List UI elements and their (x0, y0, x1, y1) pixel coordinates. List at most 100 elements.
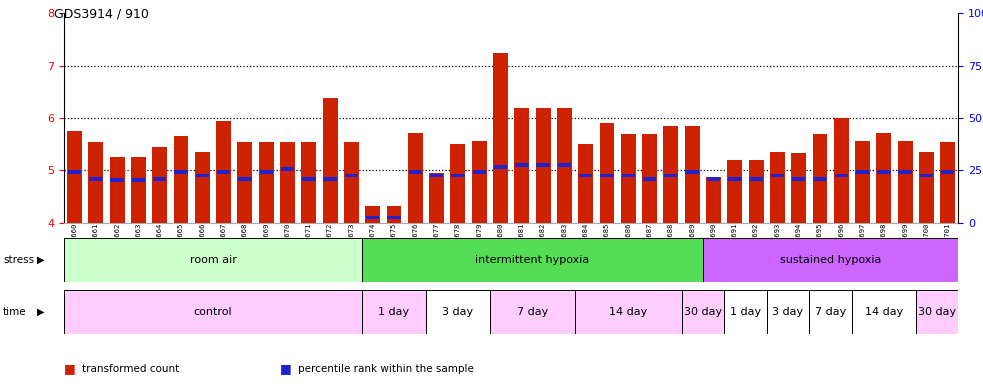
Bar (302, 177, 316, 181)
Bar (916, 290, 958, 334)
Bar (557, 163, 571, 167)
Bar (472, 141, 487, 223)
Bar (707, 177, 721, 181)
Bar (195, 152, 209, 223)
Bar (855, 141, 870, 223)
Text: 1 day: 1 day (378, 307, 410, 317)
Bar (664, 126, 678, 223)
Bar (152, 147, 167, 223)
Bar (941, 170, 954, 174)
Bar (174, 136, 189, 223)
Text: 30 day: 30 day (684, 307, 722, 317)
Bar (834, 118, 848, 223)
Bar (681, 290, 724, 334)
Bar (281, 167, 294, 170)
Bar (578, 144, 593, 223)
Bar (450, 144, 465, 223)
Bar (621, 134, 636, 223)
Text: stress: stress (3, 255, 34, 265)
Bar (537, 163, 549, 167)
Text: ■: ■ (64, 362, 76, 375)
Text: time: time (3, 307, 27, 317)
Bar (852, 290, 916, 334)
Bar (132, 178, 145, 182)
Bar (835, 174, 848, 177)
Text: 3 day: 3 day (442, 307, 474, 317)
Text: intermittent hypoxia: intermittent hypoxia (476, 255, 590, 265)
Bar (621, 174, 635, 177)
Bar (362, 290, 426, 334)
Bar (575, 290, 681, 334)
Bar (344, 142, 359, 223)
Bar (767, 290, 809, 334)
Bar (64, 238, 362, 282)
Bar (919, 152, 934, 223)
Bar (685, 170, 699, 174)
Bar (749, 160, 764, 223)
Bar (216, 121, 231, 223)
Text: 14 day: 14 day (865, 307, 903, 317)
Bar (68, 170, 82, 174)
Bar (770, 152, 784, 223)
Text: GDS3914 / 910: GDS3914 / 910 (54, 8, 149, 21)
Bar (302, 142, 317, 223)
Bar (941, 142, 955, 223)
Bar (280, 142, 295, 223)
Bar (600, 123, 614, 223)
Bar (493, 165, 507, 169)
Text: 3 day: 3 day (773, 307, 803, 317)
Bar (579, 174, 593, 177)
Bar (728, 177, 741, 181)
Bar (67, 131, 82, 223)
Bar (430, 174, 443, 177)
Bar (877, 170, 891, 174)
Text: ■: ■ (280, 362, 292, 375)
Bar (724, 290, 767, 334)
Bar (322, 98, 337, 223)
Bar (493, 53, 508, 223)
Bar (259, 142, 273, 223)
Bar (791, 153, 806, 223)
Bar (897, 141, 912, 223)
Bar (386, 206, 401, 223)
Bar (451, 174, 465, 177)
Text: room air: room air (190, 255, 237, 265)
Bar (792, 177, 805, 181)
Bar (920, 174, 933, 177)
Bar (323, 177, 337, 181)
Bar (685, 126, 700, 223)
Bar (88, 142, 103, 223)
Bar (196, 174, 209, 177)
Bar (898, 170, 912, 174)
Bar (238, 177, 252, 181)
Bar (366, 216, 379, 219)
Text: ▶: ▶ (37, 255, 45, 265)
Text: 1 day: 1 day (730, 307, 761, 317)
Bar (813, 177, 827, 181)
Text: 30 day: 30 day (918, 307, 956, 317)
Bar (877, 133, 892, 223)
Text: 14 day: 14 day (609, 307, 648, 317)
Bar (408, 133, 423, 223)
Text: transformed count: transformed count (82, 364, 179, 374)
Bar (473, 170, 486, 174)
Text: 7 day: 7 day (815, 307, 846, 317)
Bar (153, 177, 166, 181)
Bar (727, 160, 742, 223)
Bar (642, 134, 657, 223)
Text: ▶: ▶ (37, 307, 45, 317)
Bar (260, 170, 273, 174)
Bar (856, 170, 869, 174)
Bar (665, 174, 677, 177)
Bar (430, 173, 444, 223)
Bar (809, 290, 852, 334)
Bar (366, 206, 380, 223)
Bar (706, 177, 721, 223)
Text: sustained hypoxia: sustained hypoxia (780, 255, 882, 265)
Bar (813, 134, 828, 223)
Bar (749, 177, 763, 181)
Bar (409, 170, 422, 174)
Text: control: control (194, 307, 232, 317)
Bar (490, 290, 575, 334)
Bar (110, 178, 124, 182)
